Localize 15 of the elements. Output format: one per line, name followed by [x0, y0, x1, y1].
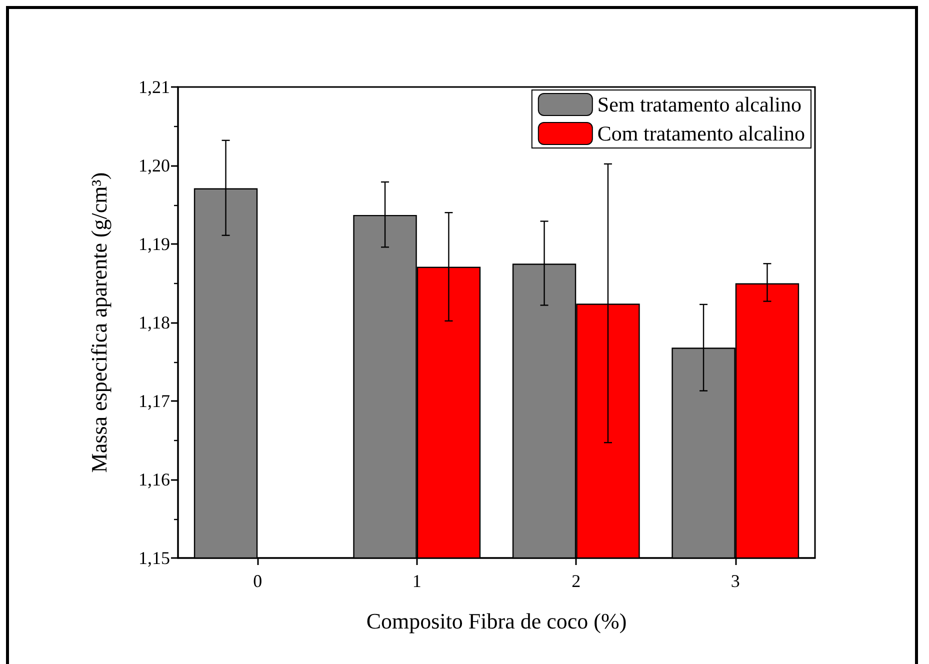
x-tick-label: 1 [412, 571, 422, 591]
y-tick-label: 1,15 [138, 548, 170, 568]
x-tick-label: 3 [730, 571, 740, 591]
x-tick-label: 2 [572, 571, 581, 591]
y-tick-label: 1,21 [138, 77, 170, 97]
y-tick-label: 1,20 [138, 156, 170, 176]
y-tick-label: 1,17 [138, 391, 170, 411]
y-axis-title: Massa especifica aparente (g/cm³) [86, 172, 112, 473]
y-tick-label: 1,19 [138, 234, 170, 254]
legend-label: Com tratamento alcalino [597, 122, 806, 146]
x-tick-label: 0 [253, 571, 262, 591]
x-axis-title: Composito Fibra de coco (%) [366, 608, 627, 634]
y-tick-label: 1,18 [138, 312, 170, 332]
y-tick-label: 1,16 [138, 470, 170, 490]
legend-label: Sem tratamento alcalino [597, 92, 802, 116]
